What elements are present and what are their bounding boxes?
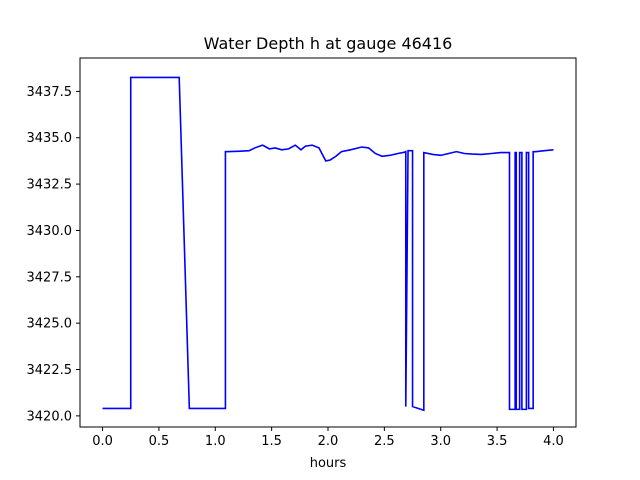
x-tick-label: 1.5 [261,434,282,449]
x-axis-label: hours [310,456,347,471]
x-tick-label: 2.5 [374,434,395,449]
x-tick-label: 0.5 [149,434,170,449]
x-tick-label: 1.0 [205,434,226,449]
x-tick-label: 3.5 [487,434,508,449]
y-tick-label: 3422.5 [27,363,73,378]
y-tick-label: 3437.5 [27,85,73,100]
y-tick-label: 3420.0 [27,409,73,424]
x-tick-label: 3.0 [430,434,451,449]
x-tick-label: 2.0 [318,434,339,449]
x-tick-label: 4.0 [543,434,564,449]
y-tick-label: 3427.5 [27,270,73,285]
y-tick-label: 3425.0 [27,317,73,332]
y-tick-label: 3430.0 [27,224,73,239]
chart-title: Water Depth h at gauge 46416 [204,34,453,53]
y-tick-label: 3435.0 [27,131,73,146]
x-axis: 0.0 0.5 1.0 1.5 2.0 2.5 3.0 3.5 4.0 [92,427,564,449]
y-tick-label: 3432.5 [27,178,73,193]
y-axis: 3420.0 3422.5 3425.0 3427.5 3430.0 3432.5 3435… [27,85,80,424]
x-tick-label: 0.0 [92,434,113,449]
plot-area: 0.0 0.5 1.0 1.5 2.0 2.5 3.0 3.5 4.0 3420.0 3422.5… [27,57,577,449]
series-line [102,76,554,412]
